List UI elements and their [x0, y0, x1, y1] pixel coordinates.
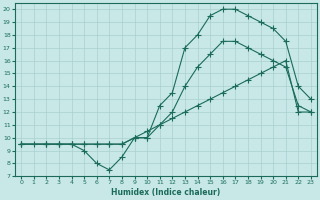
X-axis label: Humidex (Indice chaleur): Humidex (Indice chaleur)	[111, 188, 221, 197]
